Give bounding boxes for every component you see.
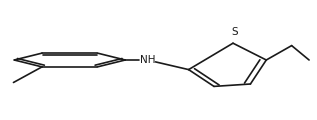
Text: S: S [231,27,238,37]
Text: NH: NH [140,55,155,65]
